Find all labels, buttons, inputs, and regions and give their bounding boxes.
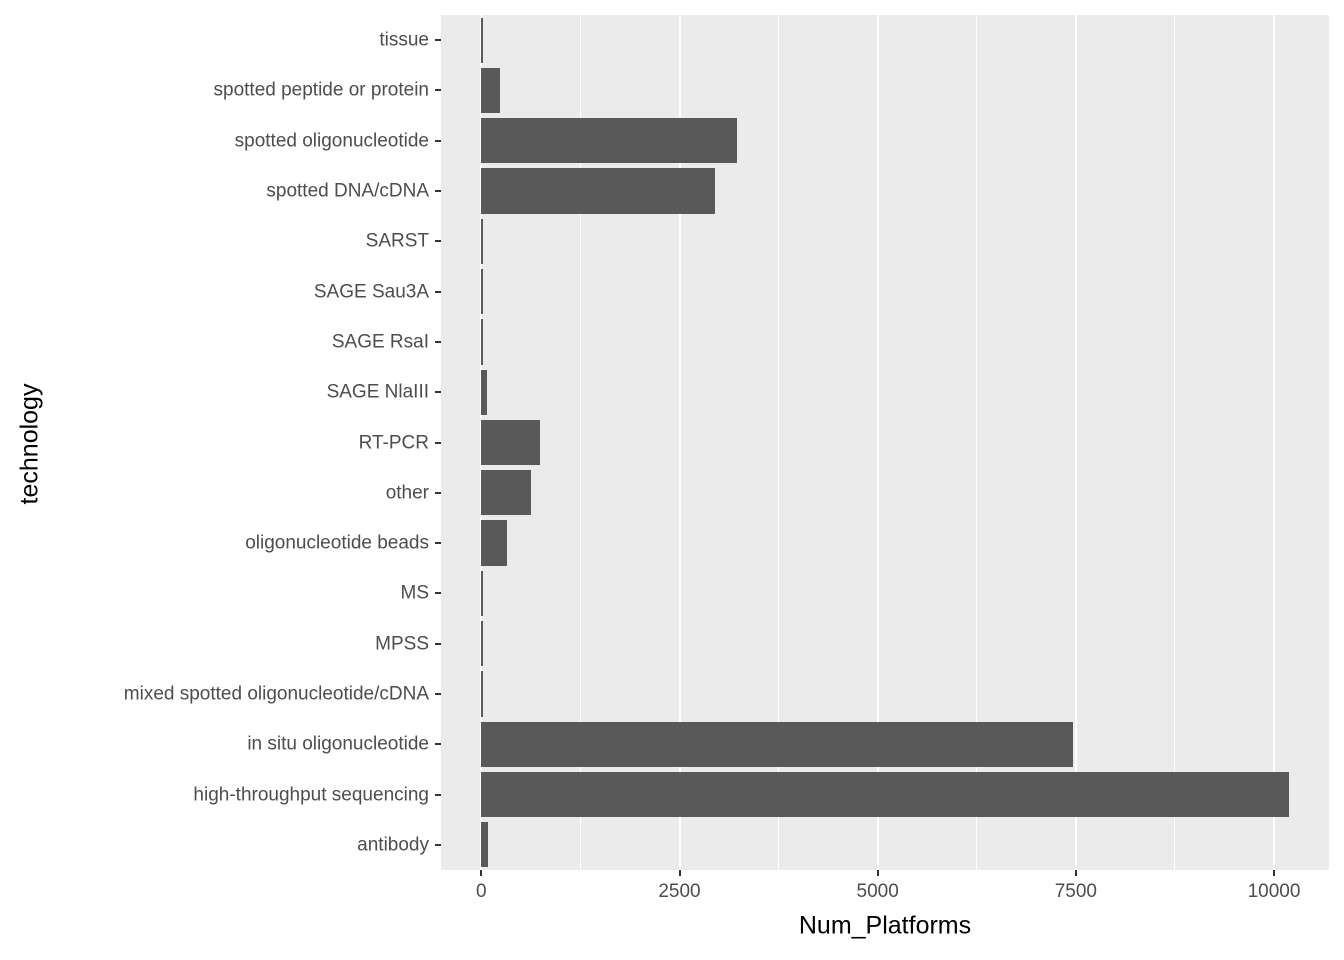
bar	[481, 67, 501, 114]
y-tick-mark	[435, 793, 441, 796]
y-tick-mark	[435, 290, 441, 293]
minor-gridline	[778, 15, 780, 870]
x-tick-mark	[1272, 870, 1275, 876]
x-tick-label: 7500	[1054, 881, 1097, 902]
bar	[481, 118, 738, 164]
y-tick-label: tissue	[379, 29, 429, 51]
y-tick-label: MS	[400, 582, 430, 604]
y-tick-label: SARST	[365, 230, 429, 252]
y-tick-mark	[435, 843, 441, 846]
x-tick-label: 10000	[1247, 881, 1301, 902]
y-tick-mark	[435, 692, 441, 695]
y-axis-labels: tissue spotted peptide or protein spotted …	[0, 15, 429, 870]
x-tick-mark	[678, 870, 681, 876]
y-tick-mark	[435, 592, 441, 595]
y-tick-label: SAGE Sau3A	[313, 281, 429, 303]
y-tick-label: RT-PCR	[358, 432, 429, 453]
plot-panel	[441, 15, 1329, 870]
minor-gridline	[976, 15, 978, 870]
y-tick-mark	[435, 89, 441, 92]
bar	[481, 771, 1290, 818]
major-gridline	[1074, 15, 1077, 870]
y-tick-label: MPSS	[375, 633, 429, 655]
bar	[481, 721, 1073, 767]
y-tick-label: spotted peptide or protein	[213, 79, 430, 101]
bar	[481, 369, 488, 415]
y-tick-mark	[435, 391, 441, 394]
x-tick-mark	[1074, 870, 1077, 876]
y-tick-mark	[435, 139, 441, 142]
y-tick-mark	[435, 491, 441, 494]
x-tick-mark	[480, 870, 483, 876]
y-tick-label: SAGE RsaI	[331, 331, 429, 353]
bar	[481, 419, 540, 466]
major-gridline	[1272, 15, 1275, 870]
bar	[481, 319, 483, 365]
y-tick-mark	[435, 190, 441, 193]
bar	[481, 268, 483, 315]
bar	[481, 671, 483, 717]
bar	[481, 218, 483, 264]
y-tick-mark	[435, 39, 441, 42]
y-tick-mark	[435, 542, 441, 545]
bar	[481, 520, 507, 566]
major-gridline	[678, 15, 681, 870]
bar	[481, 570, 483, 616]
minor-gridline	[1174, 15, 1176, 870]
bar	[481, 470, 531, 516]
y-tick-mark	[435, 743, 441, 746]
minor-gridline	[579, 15, 581, 870]
x-tick-label: 5000	[856, 881, 899, 902]
y-tick-label: high-throughput sequencing	[193, 784, 429, 806]
y-tick-label: mixed spotted oligonucleotide/cDNA	[123, 683, 429, 705]
y-tick-mark	[435, 642, 441, 645]
x-tick-mark	[876, 870, 879, 876]
y-tick-mark	[435, 441, 441, 444]
y-tick-label: spotted oligonucleotide	[234, 130, 429, 152]
y-tick-label: oligonucleotide beads	[245, 532, 429, 554]
y-tick-label: antibody	[357, 834, 429, 856]
bar	[481, 17, 483, 63]
major-gridline	[876, 15, 879, 870]
x-tick-label: 2500	[658, 881, 701, 902]
x-axis-title: Num_Platforms	[798, 911, 972, 940]
y-tick-label: in situ oligonucleotide	[247, 733, 429, 755]
y-tick-mark	[435, 240, 441, 243]
y-tick-label: SAGE NlaIII	[326, 381, 429, 403]
bar	[481, 822, 489, 868]
y-tick-label: spotted DNA/cDNA	[266, 180, 429, 202]
x-tick-label: 0	[476, 881, 487, 902]
bar	[481, 168, 716, 214]
bar	[481, 621, 483, 667]
y-tick-mark	[435, 340, 441, 343]
y-tick-label: other	[385, 482, 429, 504]
